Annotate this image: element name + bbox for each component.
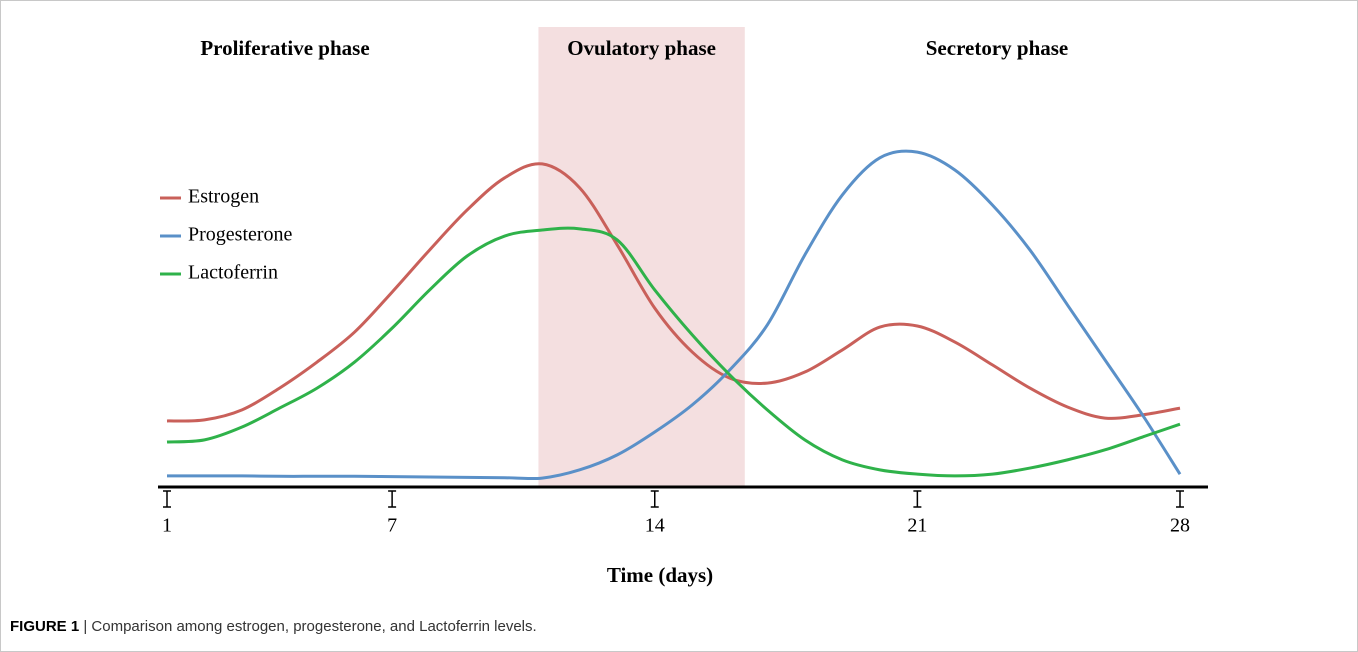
x-tick [913,490,922,508]
x-axis-label: Time (days) [607,563,713,587]
legend-label: Progesterone [188,224,293,246]
x-tick [650,490,659,508]
x-tick [1176,490,1184,508]
x-tick-label: 21 [907,515,927,537]
x-tick [163,490,171,508]
x-tick-label: 28 [1170,515,1190,537]
line [166,226,1181,478]
x-tick-label: 7 [387,515,397,537]
legend-label: Estrogen [188,186,259,208]
x-tick-label: 14 [645,515,665,537]
line [167,149,1182,481]
x-tick-label: 1 [162,515,172,537]
phase-band [538,27,745,487]
caption-text: | Comparison among estrogen, progesteron… [83,618,536,635]
phase-label: Ovulatory phase [567,36,716,60]
x-tick [388,490,397,508]
caption-label: FIGURE 1 [10,618,79,635]
phase-label: Secretory phase [926,36,1069,60]
legend-label: Lactoferrin [188,262,278,284]
line [166,162,1181,423]
caption: FIGURE 1 | Comparison among estrogen, pr… [10,618,537,635]
phase-label: Proliferative phase [200,36,369,60]
